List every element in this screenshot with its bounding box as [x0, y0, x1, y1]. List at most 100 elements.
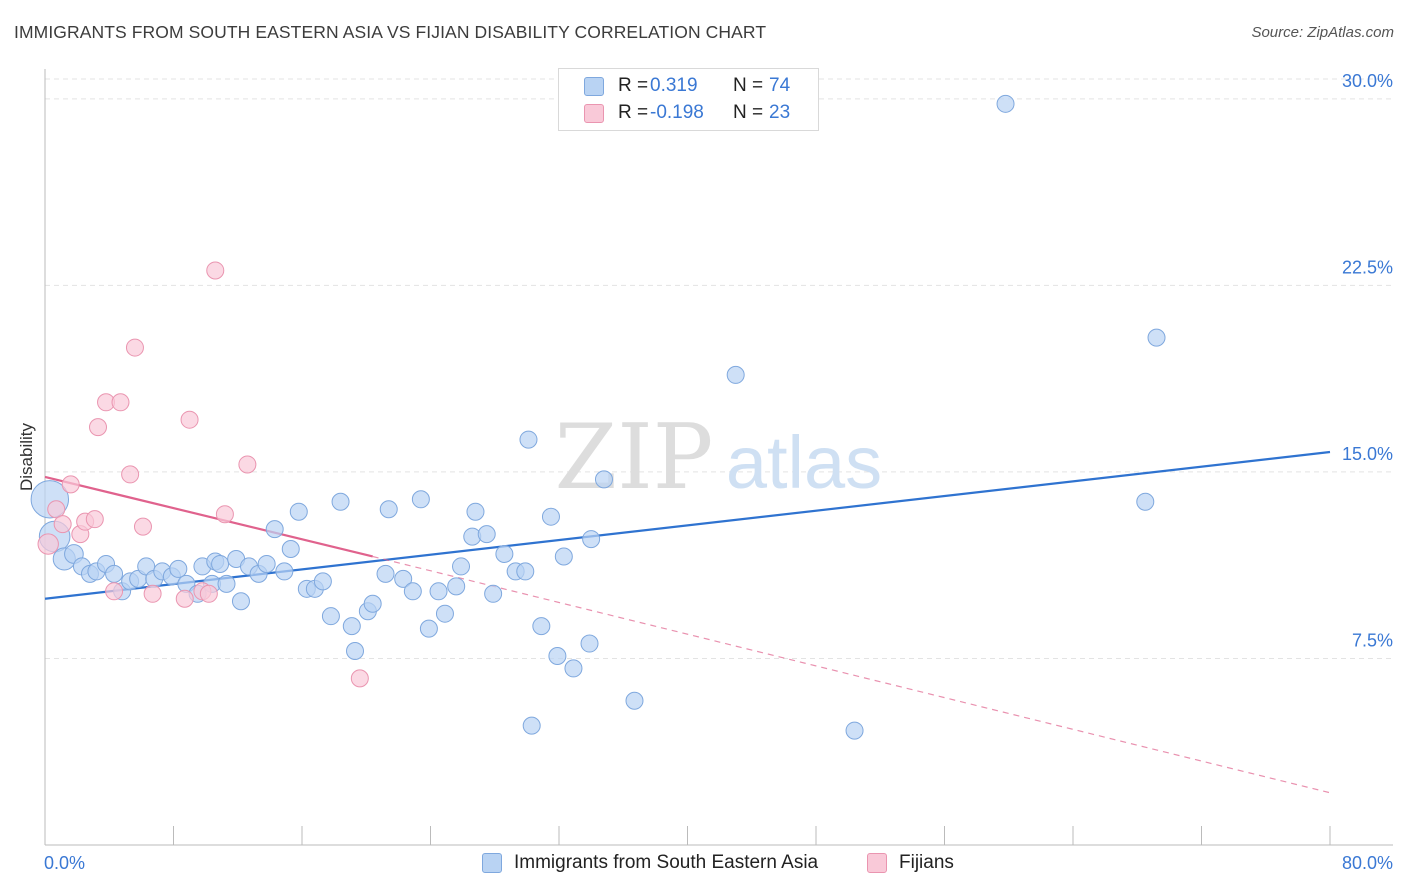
- y-tick-label: 15.0%: [1342, 444, 1393, 464]
- chart-title: IMMIGRANTS FROM SOUTH EASTERN ASIA VS FI…: [14, 22, 767, 42]
- point-sea: [519, 430, 538, 449]
- point-sea: [516, 562, 535, 581]
- point-sea: [452, 557, 471, 576]
- data-points: [30, 94, 1166, 740]
- point-fijian: [61, 475, 80, 494]
- bottom-legend-series2: Fijians: [867, 852, 954, 874]
- tick-labels: 7.5% 15.0% 22.5% 30.0% 0.0% 80.0%: [44, 71, 1393, 873]
- legend-n-value: 74: [769, 75, 791, 96]
- point-fijian: [238, 455, 257, 474]
- point-sea: [541, 507, 560, 526]
- point-fijian: [175, 589, 194, 608]
- legend-n-label: N =: [733, 75, 764, 96]
- point-fijian: [133, 517, 152, 536]
- point-sea: [532, 617, 551, 636]
- point-sea: [845, 721, 864, 740]
- point-fijian: [143, 584, 162, 603]
- point-sea: [484, 584, 503, 603]
- point-sea: [169, 559, 188, 578]
- point-sea: [477, 525, 496, 544]
- point-sea: [522, 716, 541, 735]
- point-fijian: [121, 465, 140, 484]
- point-fijian: [350, 669, 369, 688]
- point-sea: [211, 554, 230, 573]
- bottom-legend-label: Fijians: [899, 852, 954, 873]
- point-sea: [321, 607, 340, 626]
- bottom-legend-series1: Immigrants from South Eastern Asia: [482, 852, 818, 874]
- point-sea: [554, 547, 573, 566]
- trend-line-fijian-extension: [372, 555, 1331, 794]
- point-fijian: [47, 500, 66, 519]
- legend-r-value: -0.198: [650, 102, 704, 123]
- point-sea: [594, 470, 613, 489]
- trend-line-fijian: [44, 475, 373, 558]
- point-sea: [342, 617, 361, 636]
- point-sea: [363, 594, 382, 613]
- legend-r-label: R =: [618, 102, 649, 123]
- point-sea: [1136, 492, 1155, 511]
- axes: [44, 69, 1393, 846]
- point-fijian: [206, 261, 225, 280]
- point-fijian: [111, 393, 130, 412]
- point-fijian: [85, 510, 104, 529]
- point-sea: [726, 365, 745, 384]
- point-sea: [313, 572, 332, 591]
- legend-swatch-pink: [584, 104, 604, 123]
- point-sea: [379, 500, 398, 519]
- legend-swatch-blue: [584, 77, 604, 96]
- point-sea: [996, 94, 1015, 113]
- watermark-zip: ZIP: [555, 405, 714, 510]
- point-sea: [447, 577, 466, 596]
- point-sea: [394, 569, 413, 588]
- point-sea: [281, 540, 300, 559]
- point-sea: [376, 564, 395, 583]
- point-fijian: [37, 533, 59, 555]
- source-label: Source: ZipAtlas.com: [1251, 24, 1394, 41]
- y-axis-label: Disability: [17, 422, 36, 492]
- point-sea: [564, 659, 583, 678]
- point-sea: [275, 562, 294, 581]
- bottom-legend-label: Immigrants from South Eastern Asia: [514, 852, 819, 873]
- y-tick-label: 7.5%: [1352, 630, 1393, 650]
- point-fijian: [105, 582, 124, 601]
- correlation-legend: R = 0.319 N = 74 R = -0.198 N = 23: [558, 68, 819, 131]
- point-sea: [411, 490, 430, 509]
- point-sea: [346, 642, 365, 660]
- y-tick-label: 30.0%: [1342, 71, 1393, 91]
- y-tick-label: 22.5%: [1342, 257, 1393, 277]
- point-fijian: [53, 515, 72, 534]
- x-tick-label: 80.0%: [1342, 853, 1393, 873]
- legend-r-label: R =: [618, 75, 649, 96]
- point-sea: [257, 554, 276, 573]
- legend-n-value: 23: [769, 102, 791, 123]
- bottom-legend-swatch-blue: [482, 853, 502, 873]
- legend-r-value: 0.319: [650, 75, 698, 96]
- point-sea: [403, 582, 422, 601]
- point-sea: [217, 574, 236, 593]
- point-sea: [582, 530, 601, 549]
- point-sea: [1147, 328, 1166, 347]
- point-fijian: [199, 584, 218, 603]
- watermark-atlas: atlas: [726, 421, 882, 504]
- point-sea: [466, 502, 485, 521]
- point-sea: [265, 520, 284, 539]
- point-sea: [625, 691, 644, 710]
- bottom-legend-swatch-pink: [867, 853, 887, 873]
- point-sea: [331, 492, 350, 511]
- point-sea: [429, 582, 448, 601]
- point-fijian: [89, 418, 108, 437]
- point-sea: [105, 564, 124, 583]
- x-tick-label: 0.0%: [44, 853, 85, 873]
- point-sea: [289, 502, 308, 521]
- point-sea: [435, 604, 454, 623]
- point-sea: [419, 619, 438, 638]
- legend-n-label: N =: [733, 102, 764, 123]
- point-fijian: [180, 410, 199, 429]
- point-fijian: [215, 505, 234, 524]
- point-fijian: [125, 338, 144, 357]
- point-sea: [548, 646, 567, 665]
- point-sea: [495, 545, 514, 563]
- point-sea: [231, 592, 250, 611]
- watermark: ZIP atlas: [555, 405, 882, 510]
